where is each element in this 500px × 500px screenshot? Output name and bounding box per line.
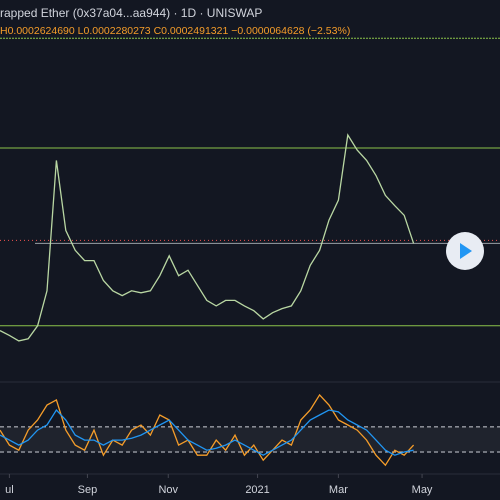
x-tick-label: Nov: [158, 484, 178, 496]
price-line: [0, 133, 415, 342]
x-tick-label: ul: [5, 484, 14, 496]
play-button[interactable]: [446, 232, 484, 270]
x-tick-label: May: [412, 484, 433, 496]
ohlc-readout: H0.0002624690 L0.0002280273 C0.000249132…: [0, 25, 350, 37]
indicator-line: [0, 393, 415, 467]
x-tick-label: 2021: [245, 484, 269, 496]
x-tick-label: Sep: [78, 484, 98, 496]
play-icon[interactable]: [460, 243, 472, 259]
symbol-title: rapped Ether (0x37a04...aa944) · 1D · UN…: [0, 6, 262, 20]
x-tick-label: Mar: [329, 484, 348, 496]
indicator-line: [0, 408, 414, 456]
